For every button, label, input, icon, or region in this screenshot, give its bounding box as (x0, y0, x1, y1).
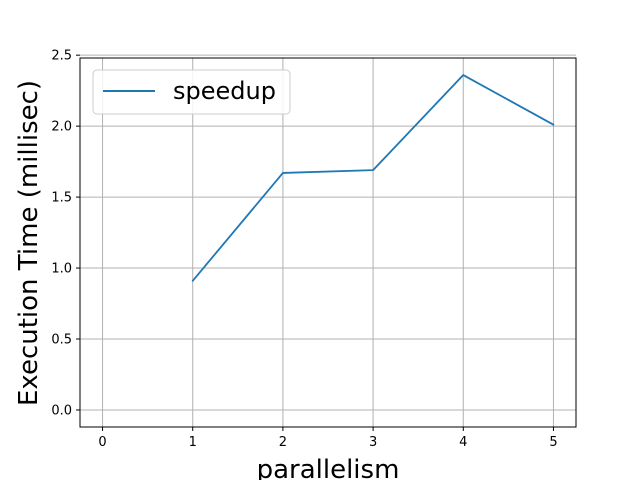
x-tick-label: 0 (98, 435, 106, 450)
grid-lines (80, 54, 576, 427)
y-tick-label: 1.0 (51, 262, 72, 277)
plot-frame (79, 57, 577, 428)
x-tick-label: 3 (369, 435, 377, 450)
x-tick-label: 2 (279, 435, 287, 450)
series-layer (191, 74, 555, 282)
series-line-speedup (191, 74, 555, 282)
y-tick-label: 1.5 (51, 191, 72, 206)
legend-box (92, 69, 291, 115)
y-tick-label: 2.5 (51, 49, 72, 64)
x-tick-label: 1 (189, 435, 197, 450)
axis-ticks: 0 1 2 3 4 5 0.0 0.5 1.0 1.5 2.0 2.5 (51, 49, 557, 450)
x-tick-label: 5 (549, 435, 557, 450)
x-axis-label: parallelism (257, 455, 400, 480)
legend: speedup (92, 69, 291, 115)
legend-label-speedup: speedup (173, 77, 276, 105)
y-axis-label: Execution Time (millisec) (14, 80, 44, 406)
y-tick-label: 0.0 (51, 403, 72, 418)
x-tick-label: 4 (459, 435, 467, 450)
y-tick-label: 2.0 (51, 120, 72, 135)
y-tick-label: 0.5 (51, 333, 72, 348)
